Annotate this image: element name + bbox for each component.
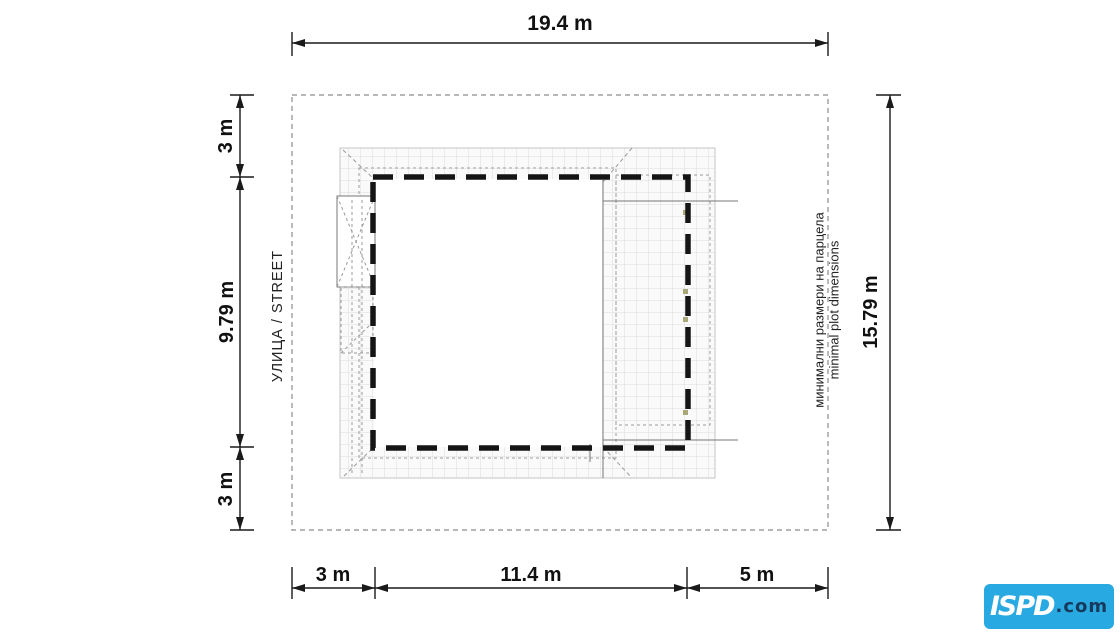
dimension-top: 19.4 m — [291, 12, 829, 56]
dim-left-top-label: 3 m — [215, 119, 237, 153]
plot-note: минимални размери на парцела minimal plo… — [812, 212, 842, 408]
dim-bottom-right-label: 5 m — [740, 564, 774, 586]
dim-right-label: 15.79 m — [860, 275, 882, 348]
dimension-left: 3 m 9.79 m 3 m — [215, 94, 254, 531]
plot-note-line1: минимални размери на парцела — [812, 212, 827, 408]
dim-bottom-left-label: 3 m — [316, 564, 350, 586]
dim-left-bottom-label: 3 m — [215, 472, 237, 506]
dimension-right: 15.79 m — [860, 94, 901, 531]
dimension-bottom: 3 m 11.4 m 5 m — [291, 564, 829, 599]
left-bay — [336, 195, 376, 473]
logo-brand-text: ISPD — [989, 591, 1056, 622]
street-label: УЛИЦА / STREET — [270, 250, 286, 382]
dim-top-label: 19.4 m — [527, 12, 592, 35]
dim-bottom-middle-label: 11.4 m — [500, 564, 561, 586]
building-outline — [370, 174, 691, 451]
building-interior — [374, 179, 602, 447]
dim-left-middle-label: 9.79 m — [216, 281, 238, 343]
eaves-outline — [358, 167, 711, 459]
logo-tld-text: .com — [1055, 596, 1109, 617]
plot-note-line2: minimal plot dimensions — [827, 240, 842, 379]
roof-grid-area — [339, 147, 716, 479]
logo[interactable]: ISPD .com — [984, 584, 1114, 629]
